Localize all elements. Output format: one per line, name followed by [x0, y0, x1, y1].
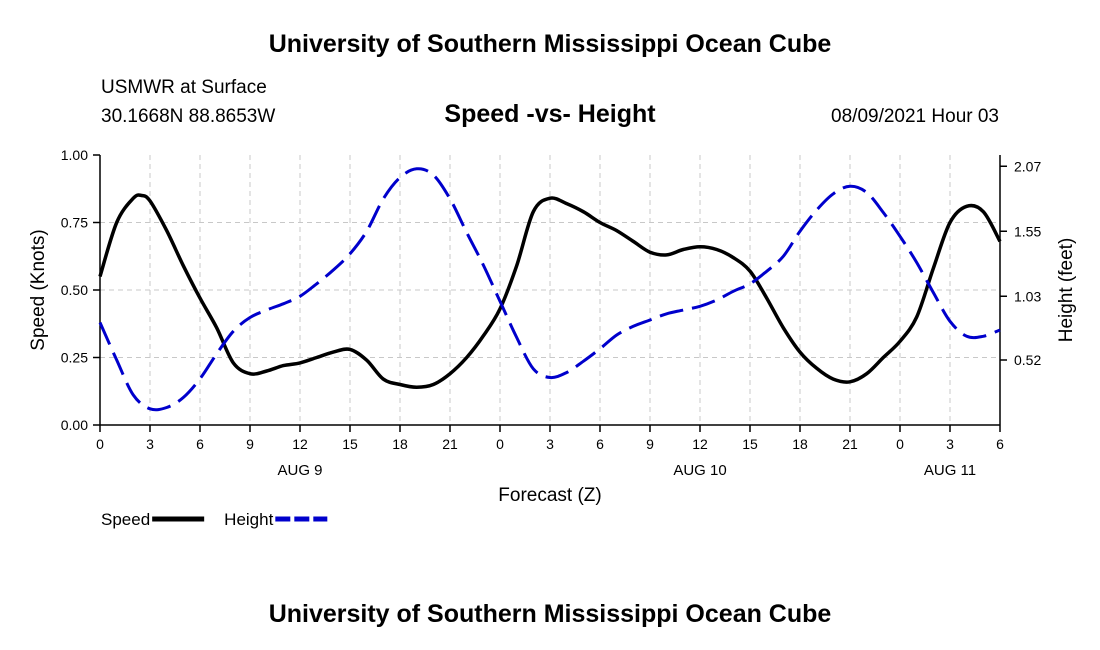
- y-right-tick-label: 1.03: [1014, 288, 1041, 304]
- x-tick-label: 21: [442, 436, 458, 452]
- x-tick-label: 15: [342, 436, 358, 452]
- y-left-tick-label: 0.25: [61, 350, 88, 366]
- x-tick-label: 12: [692, 436, 708, 452]
- series-line-speed: [98, 193, 1002, 389]
- x-tick-label: 6: [196, 436, 204, 452]
- day-label: AUG 10: [673, 462, 726, 479]
- x-tick-label: 3: [146, 436, 154, 452]
- x-tick-label: 0: [96, 436, 104, 452]
- station-label: USMWR at Surface: [101, 77, 267, 98]
- y-right-tick-label: 1.55: [1014, 223, 1041, 239]
- x-tick-label: 18: [392, 436, 408, 452]
- x-tick-label: 12: [292, 436, 308, 452]
- day-label: AUG 9: [277, 462, 322, 479]
- legend: Speed Height: [101, 510, 328, 529]
- chart-title: University of Southern Mississippi Ocean…: [268, 30, 832, 58]
- y-left-tick-label: 0.75: [61, 215, 88, 231]
- x-tick-label: 0: [496, 436, 504, 452]
- legend-label: Height: [224, 510, 273, 529]
- y-left-tick-label: 1.00: [61, 147, 88, 163]
- x-tick-label: 3: [946, 436, 954, 452]
- forecast-datetime: 08/09/2021 Hour 03: [831, 106, 999, 127]
- x-tick-label: 21: [842, 436, 858, 452]
- y-left-tick-label: 0.50: [61, 282, 88, 298]
- x-tick-label: 0: [896, 436, 904, 452]
- series-line-height: [98, 167, 1001, 412]
- grid: [100, 155, 1000, 425]
- y-left-tick-label: 0.00: [61, 417, 88, 433]
- x-tick-label: 3: [546, 436, 554, 452]
- series: [98, 167, 1002, 412]
- legend-label: Speed: [101, 510, 150, 529]
- x-tick-label: 6: [996, 436, 1004, 452]
- footer-title: University of Southern Mississippi Ocean…: [268, 600, 832, 628]
- y-right-tick-label: 2.07: [1014, 158, 1041, 174]
- y-left-axis-title: Speed (Knots): [28, 229, 49, 350]
- x-tick-label: 6: [596, 436, 604, 452]
- x-tick-label: 9: [646, 436, 654, 452]
- x-tick-label: 15: [742, 436, 758, 452]
- x-tick-label: 18: [792, 436, 808, 452]
- axes: 0 3 6 9 12 15 18 21 0 3 6 9 12 15 18 21 0 3 6 0.00 0.25 0.50 0…: [28, 147, 1077, 506]
- y-right-axis-title: Height (feet): [1056, 238, 1077, 343]
- day-label: AUG 11: [924, 462, 976, 479]
- chart-subtitle: Speed -vs- Height: [444, 100, 656, 128]
- x-tick-label: 9: [246, 436, 254, 452]
- station-coordinates: 30.1668N 88.8653W: [101, 106, 276, 127]
- x-axis-title: Forecast (Z): [498, 485, 601, 506]
- y-right-tick-label: 0.52: [1014, 352, 1041, 368]
